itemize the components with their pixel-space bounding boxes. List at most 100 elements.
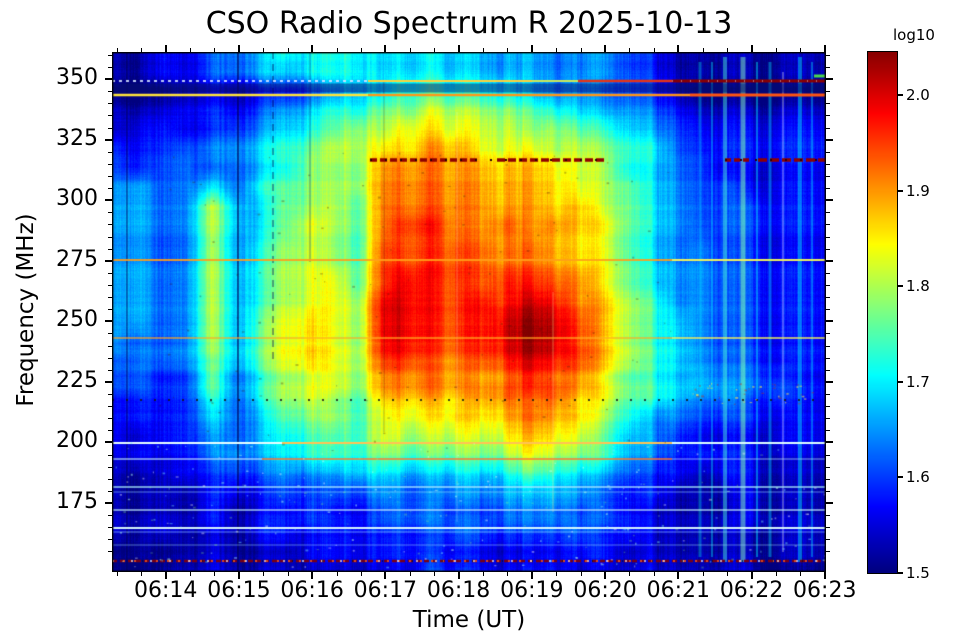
x-minor-tick [214,572,216,576]
x-minor-tick [434,572,436,576]
spectrogram-heatmap [112,52,826,572]
y-minor-tick [108,490,112,492]
x-minor-tick [800,572,802,576]
y-major-tick [105,78,112,81]
x-minor-tick [507,572,509,576]
x-minor-tick-top [653,48,655,52]
y-minor-tick [108,527,112,529]
y-minor-tick [108,224,112,226]
colorbar-tick [897,189,903,192]
x-tick-label: 06:15 [207,578,271,603]
x-major-tick [750,572,753,579]
x-tick-label: 06:21 [646,578,710,603]
colorbar-tick [897,380,903,383]
y-minor-tick [108,345,112,347]
x-minor-tick-top [507,48,509,52]
y-minor-tick-right [826,272,830,274]
x-minor-tick-top [629,48,631,52]
y-minor-tick-right [826,478,830,480]
x-major-tick-top [457,45,460,52]
y-major-tick [105,259,112,262]
x-major-tick [384,572,387,579]
x-major-tick [164,572,167,579]
y-minor-tick [108,67,112,69]
y-major-tick [105,441,112,444]
x-minor-tick [116,572,118,576]
y-minor-tick [108,248,112,250]
colorbar-tick-label: 1.9 [906,181,930,200]
x-major-tick [237,572,240,579]
colorbar-title: log10 [893,26,935,44]
y-minor-tick [108,466,112,468]
x-minor-tick-top [214,48,216,52]
y-minor-tick-right [826,91,830,93]
y-minor-tick [108,551,112,553]
x-minor-tick [360,572,362,576]
x-minor-tick-top [556,48,558,52]
y-minor-tick-right [826,333,830,335]
y-tick-label: 300 [56,186,98,212]
x-minor-tick [190,572,192,576]
y-major-tick [105,380,112,383]
y-minor-tick-right [826,369,830,371]
x-minor-tick [653,572,655,576]
x-major-tick [823,572,826,579]
x-major-tick [530,572,533,579]
y-tick-label: 250 [56,307,98,333]
y-minor-tick-right [826,151,830,153]
y-minor-tick-right [826,539,830,541]
y-minor-tick-right [826,54,830,56]
x-tick-label: 06:23 [793,578,857,603]
colorbar-tick-label: 1.5 [906,564,930,582]
y-minor-tick-right [826,163,830,165]
y-minor-tick [108,539,112,541]
y-major-tick [105,199,112,202]
colorbar-tick [897,285,903,288]
y-minor-tick [108,393,112,395]
y-minor-tick [108,478,112,480]
colorbar-tick-label: 2.0 [906,86,930,105]
y-major-tick-right [826,259,833,262]
y-tick-label: 175 [56,488,98,514]
y-minor-tick [108,176,112,177]
x-minor-tick [141,572,143,576]
y-minor-tick [108,103,112,105]
x-major-tick-top [604,45,607,52]
y-minor-tick [108,515,112,517]
y-minor-tick-right [826,127,830,129]
x-major-tick-top [823,45,826,52]
y-tick-label: 325 [56,125,98,151]
x-minor-tick [336,572,338,576]
x-tick-label: 06:20 [573,578,637,603]
y-minor-tick-right [826,115,830,117]
x-major-tick [604,572,607,579]
x-tick-label: 06:14 [133,578,198,603]
y-major-tick-right [826,78,833,81]
colorbar-tick [897,572,903,574]
y-major-tick-right [826,380,833,383]
y-minor-tick-right [826,297,830,299]
y-major-tick [105,501,112,504]
x-minor-tick [409,572,411,576]
colorbar-tick-label: 1.7 [906,372,930,391]
y-minor-tick [108,418,112,420]
x-minor-tick-top [287,48,289,52]
y-minor-tick [108,454,112,456]
y-minor-tick [108,212,112,214]
x-minor-tick [287,572,289,576]
y-minor-tick-right [826,454,830,456]
y-tick-label: 200 [56,428,98,454]
y-minor-tick [108,163,112,165]
x-minor-tick [775,572,777,576]
y-minor-tick [108,127,112,129]
x-major-tick [677,572,680,579]
y-minor-tick-right [826,103,830,105]
y-major-tick-right [826,199,833,202]
x-minor-tick [483,572,484,576]
y-minor-tick-right [826,515,830,517]
colorbar-gradient [867,51,898,574]
y-minor-tick-right [826,551,830,553]
y-tick-label: 275 [56,246,98,272]
x-minor-tick [263,572,265,576]
x-major-tick-top [677,45,680,52]
